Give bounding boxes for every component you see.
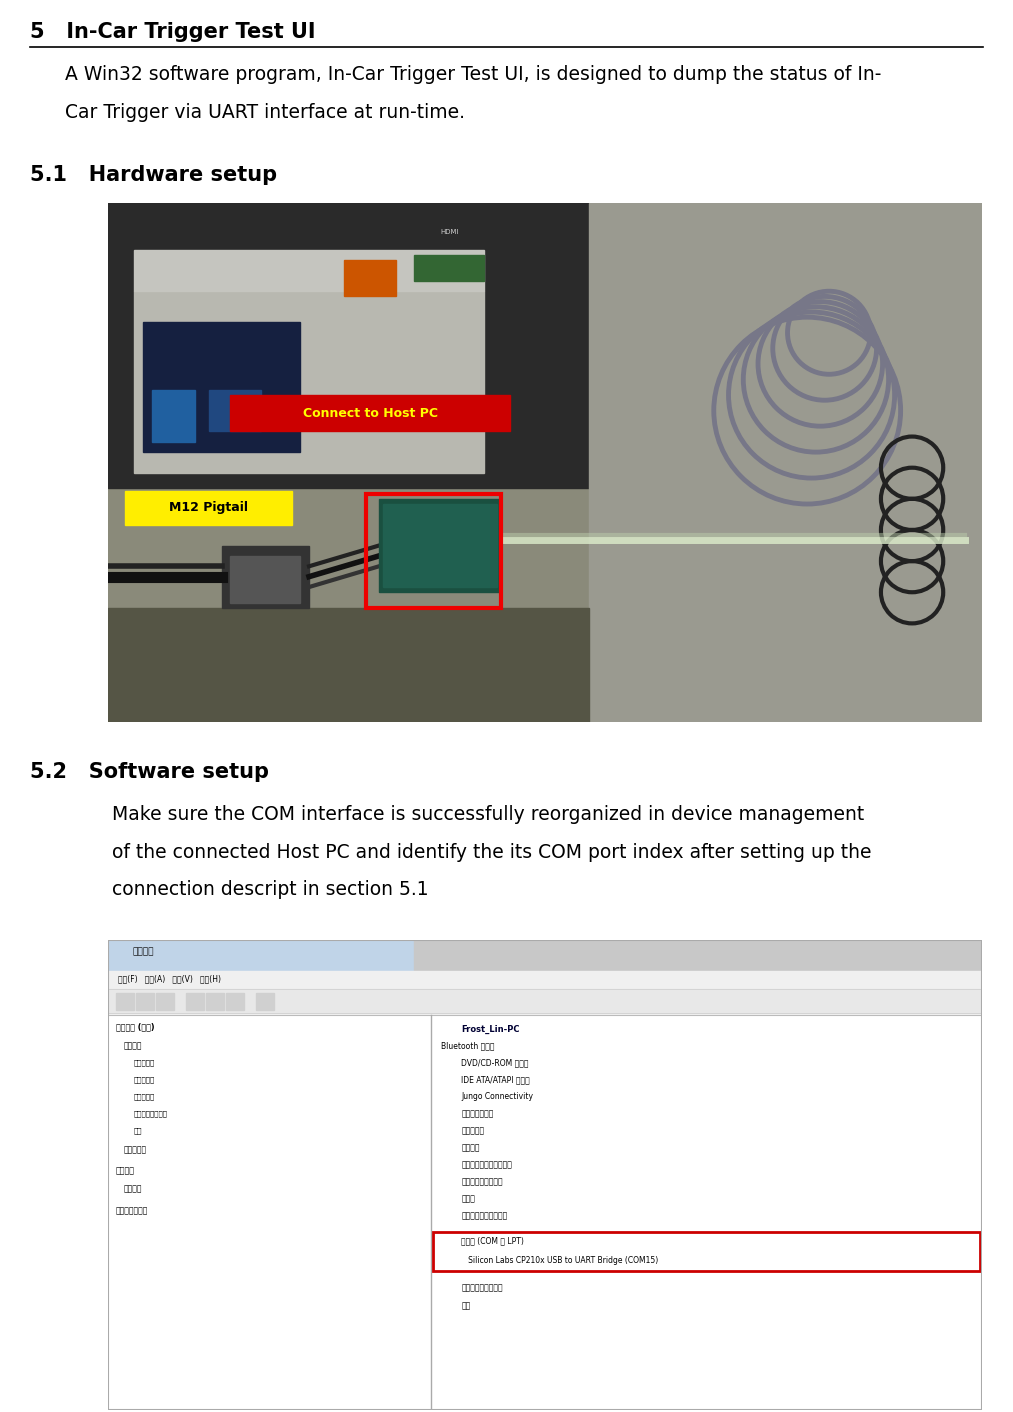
Bar [143,322,300,452]
Text: 電腦管理: 電腦管理 [132,947,154,956]
Text: 工作排程器: 工作排程器 [134,1060,155,1066]
Bar [108,1015,432,1411]
Bar [344,260,396,297]
Text: DVD/CD-ROM 光碟機: DVD/CD-ROM 光碟機 [461,1059,529,1067]
Text: Make sure the COM interface is successfully reorganized in device management: Make sure the COM interface is successfu… [112,805,864,825]
Text: 處理器: 處理器 [461,1195,475,1203]
Bar [230,395,510,431]
Text: Jungo Connectivity: Jungo Connectivity [461,1093,534,1101]
Bar [379,498,501,592]
Bar [116,993,134,1010]
Text: 存放裝置: 存放裝置 [116,1166,135,1176]
Bar [383,504,497,587]
Text: 通用序列匯流排控制器: 通用序列匯流排控制器 [461,1211,508,1220]
Bar [126,491,292,525]
Text: 本機使用者和群組: 本機使用者和群組 [134,1111,168,1117]
Text: Car Trigger via UART interface at run-time.: Car Trigger via UART interface at run-ti… [65,103,465,121]
Bar [366,494,501,607]
Bar [414,256,484,281]
Text: HDMI: HDMI [440,229,459,234]
Bar [434,1233,980,1271]
Text: 連接埠 (COM 和 LPT): 連接埠 (COM 和 LPT) [461,1237,525,1245]
Bar [186,993,204,1010]
Text: 裝置管理員: 裝置管理員 [124,1145,147,1154]
Text: Bluetooth 無線電: Bluetooth 無線電 [442,1042,495,1051]
Bar [108,970,982,990]
Bar [432,1015,982,1411]
Text: 效能: 效能 [134,1128,143,1134]
Text: Connect to Host PC: Connect to Host PC [303,407,438,419]
Bar [209,390,261,431]
Text: 事件檢視器: 事件檢視器 [134,1077,155,1083]
Bar [589,203,982,722]
Bar [136,993,154,1010]
Bar [230,556,300,603]
Text: 共用資料夾: 共用資料夾 [134,1094,155,1100]
Text: 檔案(F)   執行(A)   檢視(V)   說明(H): 檔案(F) 執行(A) 檢視(V) 說明(H) [118,974,221,983]
Bar [134,291,484,473]
Bar [134,250,484,291]
Text: 服務與應用程式: 服務與應用程式 [116,1206,148,1216]
Text: 5.1   Hardware setup: 5.1 Hardware setup [30,165,278,185]
Text: 電腦管理 (本機): 電腦管理 (本機) [116,1022,155,1031]
Text: 系統裝置: 系統裝置 [461,1144,480,1152]
Text: 音效，視訊及遊盤控制器: 音效，視訊及遊盤控制器 [461,1161,513,1169]
Text: of the connected Host PC and identify the its COM port index after setting up th: of the connected Host PC and identify th… [112,843,871,861]
Text: 人性化介面裝置: 人性化介面裝置 [461,1110,493,1118]
Text: 電池: 電池 [461,1302,471,1310]
Bar [108,940,982,970]
Bar [152,390,196,442]
Bar [108,990,982,1012]
Text: Frost_Lin-PC: Frost_Lin-PC [461,1025,520,1034]
Text: connection descript in section 5.1: connection descript in section 5.1 [112,880,428,899]
Text: 5.2   Software setup: 5.2 Software setup [30,762,269,782]
Bar [256,993,274,1010]
Bar [108,607,589,722]
Text: 記憶體技術驅動程式: 記憶體技術驅動程式 [461,1178,503,1186]
Bar [156,993,174,1010]
Bar [222,545,309,607]
Text: A Win32 software program, In-Car Trigger Test UI, is designed to dump the status: A Win32 software program, In-Car Trigger… [65,65,881,83]
Text: 可攜式裝置: 可攜式裝置 [461,1127,484,1135]
Bar [414,940,982,970]
Text: Silicon Labs CP210x USB to UART Bridge (COM15): Silicon Labs CP210x USB to UART Bridge (… [461,1257,658,1265]
Text: M12 Pigtail: M12 Pigtail [169,501,248,514]
Bar [226,993,244,1010]
Text: 滑鼠及其他指標裝置: 滑鼠及其他指標裝置 [461,1284,503,1292]
Text: 系統工具: 系統工具 [124,1041,143,1051]
Text: 5   In-Car Trigger Test UI: 5 In-Car Trigger Test UI [30,23,315,42]
Bar [206,993,224,1010]
Text: IDE ATA/ATAPI 控制器: IDE ATA/ATAPI 控制器 [461,1076,530,1084]
Bar [108,203,589,489]
Text: 磁碟管理: 磁碟管理 [124,1185,143,1193]
